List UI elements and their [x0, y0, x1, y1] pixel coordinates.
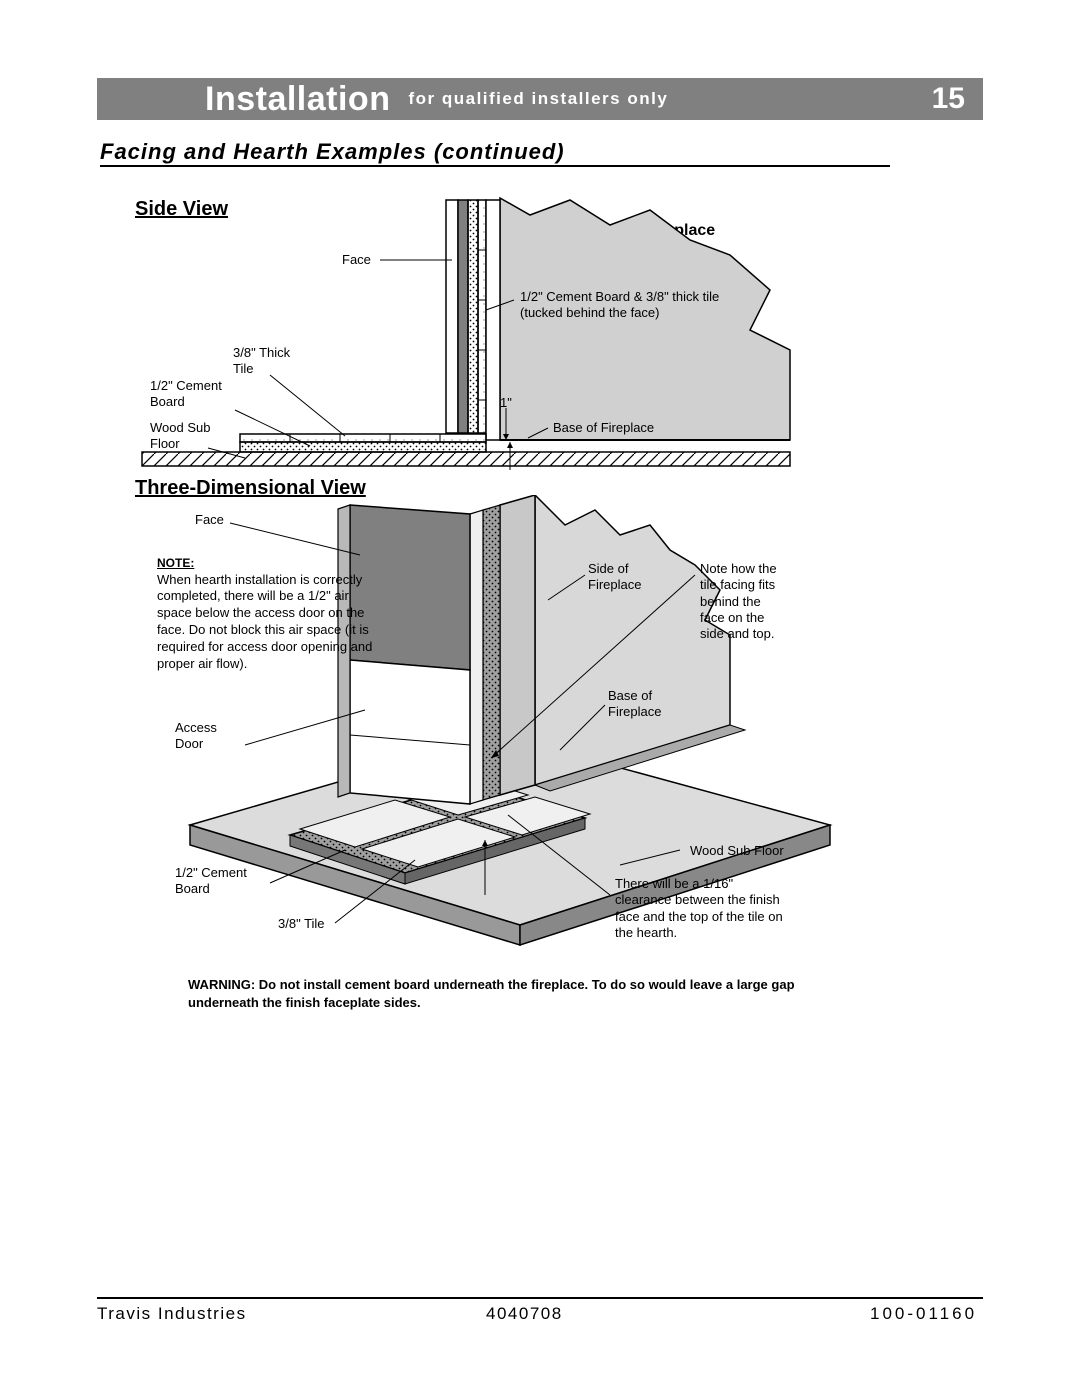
note-heading: NOTE: — [157, 556, 382, 572]
sv-wood-sub-floor-label: Wood Sub Floor — [150, 420, 210, 453]
sv-face-label: Face — [342, 252, 371, 268]
section-title: Facing and Hearth Examples (continued) — [100, 139, 565, 165]
sv-tile-thick-label: 3/8" Thick Tile — [233, 345, 290, 378]
footer-line — [97, 1297, 983, 1299]
td-wood-sub-floor-label: Wood Sub Floor — [690, 843, 784, 859]
td-base-fireplace-label: Base of Fireplace — [608, 688, 661, 721]
td-note-tile-fits-label: Note how the tile facing fits behind the… — [700, 561, 777, 642]
sv-cement-board-label: 1/2" Cement Board — [150, 378, 222, 411]
page-root: Installation for qualified installers on… — [0, 0, 1080, 1397]
header-title: Installation — [205, 80, 390, 119]
note-body: When hearth installation is correctly co… — [157, 572, 372, 671]
td-face-label: Face — [195, 512, 224, 528]
header-bar: Installation for qualified installers on… — [97, 78, 983, 120]
sv-cement-tucked-label: 1/2" Cement Board & 3/8" thick tile (tuc… — [520, 289, 719, 322]
td-access-door-label: Access Door — [175, 720, 217, 753]
td-cement-board-label: 1/2" Cement Board — [175, 865, 247, 898]
footer-left: Travis Industries — [97, 1304, 247, 1324]
header-subtitle: for qualified installers only — [408, 89, 668, 109]
sv-base-fireplace-label: Base of Fireplace — [553, 420, 654, 436]
td-clearance-label: There will be a 1/16" clearance between … — [615, 876, 805, 941]
td-side-fireplace-label: Side of Fireplace — [588, 561, 641, 594]
section-underline — [100, 165, 890, 167]
sv-one-inch-label: 1" — [500, 395, 512, 411]
footer-center: 4040708 — [486, 1304, 563, 1324]
warning-text: WARNING: Do not install cement board und… — [188, 976, 798, 1012]
note-block: NOTE: When hearth installation is correc… — [157, 556, 382, 673]
footer-right: 100-01160 — [870, 1304, 977, 1324]
side-view-diagram — [130, 190, 810, 480]
td-tile-label: 3/8" Tile — [278, 916, 325, 932]
header-page-number: 15 — [932, 82, 965, 116]
